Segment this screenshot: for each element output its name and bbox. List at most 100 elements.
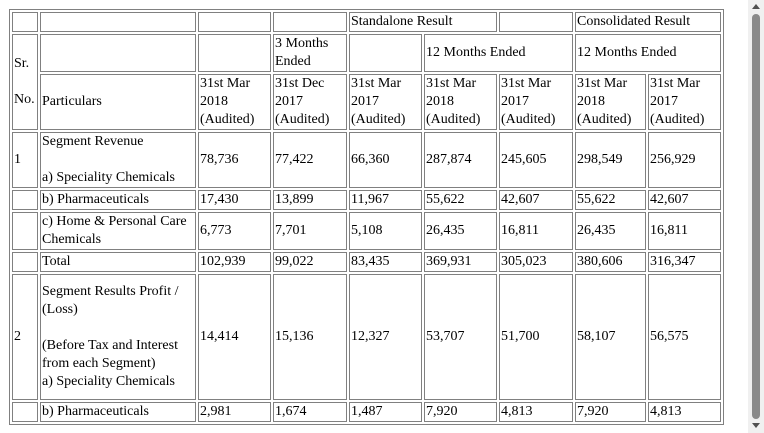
table-row: 2 Segment Results Profit / (Loss) (Befor… (12, 274, 721, 400)
value-cell: 102,939 (198, 252, 271, 272)
value-cell: 7,701 (273, 212, 347, 250)
table-row: c) Home & Personal Care Chemicals 6,773 … (12, 212, 721, 250)
value-cell: 78,736 (198, 132, 271, 188)
header-row-dates: Particulars 31st Mar 2018 (Audited) 31st … (12, 74, 721, 130)
column-date: 31st Mar 2018 (577, 76, 628, 109)
column-status: (Audited) (501, 112, 556, 127)
value-cell: 1,487 (349, 402, 422, 422)
arrow-up-icon (752, 4, 760, 9)
empty-cell (349, 34, 422, 72)
value-cell: 13,899 (273, 190, 347, 210)
value-cell: 245,605 (499, 132, 573, 188)
value-cell: 4,813 (499, 402, 573, 422)
particulars-header: Particulars (40, 74, 196, 130)
sr-no-header: Sr. No. (12, 34, 38, 130)
table-row: b) Pharmaceuticals 2,981 1,674 1,487 7,9… (12, 402, 721, 422)
column-status: (Audited) (200, 112, 255, 127)
no-label: No. (14, 92, 35, 107)
consolidated-result-header: Consolidated Result (575, 12, 721, 32)
empty-cell (40, 12, 196, 32)
value-cell: 16,811 (499, 212, 573, 250)
value-cell: 15,136 (273, 274, 347, 400)
value-cell: 26,435 (424, 212, 497, 250)
value-cell: 55,622 (575, 190, 646, 210)
value-cell: 51,700 (499, 274, 573, 400)
value-cell: 55,622 (424, 190, 497, 210)
value-cell: 316,347 (648, 252, 721, 272)
value-cell: 26,435 (575, 212, 646, 250)
row-label: a) Speciality Chemicals (42, 170, 175, 185)
value-cell: 2,981 (198, 402, 271, 422)
column-header: 31st Dec 2017 (Audited) (273, 74, 347, 130)
section-title: Segment Revenue (42, 134, 144, 149)
empty-cell (499, 12, 573, 32)
column-date: 31st Dec 2017 (275, 76, 325, 109)
value-cell: 77,422 (273, 132, 347, 188)
row-label: Total (40, 252, 196, 272)
value-cell: 58,107 (575, 274, 646, 400)
column-date: 31st Mar 2017 (501, 76, 552, 109)
value-cell: 66,360 (349, 132, 422, 188)
column-header: 31st Mar 2018 (Audited) (424, 74, 497, 130)
header-row-groups: Standalone Result Consolidated Result (12, 12, 721, 32)
table-row: 1 Segment Revenue a) Speciality Chemical… (12, 132, 721, 188)
column-date: 31st Mar 2018 (200, 76, 251, 109)
three-months-ended-header: 3 Months Ended (273, 34, 347, 72)
value-cell: 298,549 (575, 132, 646, 188)
value-cell: 12,327 (349, 274, 422, 400)
particulars-cell: Segment Revenue a) Speciality Chemicals (40, 132, 196, 188)
vertical-scrollbar[interactable] (748, 0, 764, 433)
value-cell: 14,414 (198, 274, 271, 400)
column-header: 31st Mar 2017 (Audited) (499, 74, 573, 130)
table-row: b) Pharmaceuticals 17,430 13,899 11,967 … (12, 190, 721, 210)
column-status: (Audited) (577, 112, 632, 127)
row-label: b) Pharmaceuticals (40, 190, 196, 210)
value-cell: 7,920 (575, 402, 646, 422)
empty-cell (273, 12, 347, 32)
row-label: a) Speciality Chemicals (42, 374, 175, 389)
table-row-total: Total 102,939 99,022 83,435 369,931 305,… (12, 252, 721, 272)
value-cell: 5,108 (349, 212, 422, 250)
twelve-months-ended-consolidated-header: 12 Months Ended (575, 34, 721, 72)
value-cell: 305,023 (499, 252, 573, 272)
column-header: 31st Mar 2018 (Audited) (198, 74, 271, 130)
twelve-months-ended-standalone-header: 12 Months Ended (424, 34, 573, 72)
value-cell: 99,022 (273, 252, 347, 272)
value-cell: 17,430 (198, 190, 271, 210)
column-status: (Audited) (351, 112, 406, 127)
value-cell: 6,773 (198, 212, 271, 250)
sr-label: Sr. (14, 56, 30, 71)
particulars-cell: Segment Results Profit / (Loss) (Before … (40, 274, 196, 400)
row-label: b) Pharmaceuticals (40, 402, 196, 422)
sr-number: 1 (12, 132, 38, 188)
empty-cell (40, 34, 196, 72)
column-date: 31st Mar 2018 (426, 76, 477, 109)
scroll-up-button[interactable] (748, 0, 764, 14)
scrollbar-thumb[interactable] (752, 14, 760, 419)
value-cell: 256,929 (648, 132, 721, 188)
sr-number: 2 (12, 274, 38, 400)
header-row-periods: Sr. No. 3 Months Ended 12 Months Ended 1… (12, 34, 721, 130)
column-header: 31st Mar 2018 (Audited) (575, 74, 646, 130)
value-cell: 83,435 (349, 252, 422, 272)
value-cell: 7,920 (424, 402, 497, 422)
column-status: (Audited) (275, 112, 330, 127)
scroll-down-button[interactable] (748, 419, 764, 433)
value-cell: 4,813 (648, 402, 721, 422)
column-status: (Audited) (426, 112, 481, 127)
column-status: (Audited) (650, 112, 705, 127)
section-note: (Before Tax and Interest from each Segme… (42, 338, 178, 371)
empty-cell (198, 34, 271, 72)
column-header: 31st Mar 2017 (Audited) (349, 74, 422, 130)
empty-cell (12, 12, 38, 32)
sr-number (12, 402, 38, 422)
value-cell: 1,674 (273, 402, 347, 422)
value-cell: 42,607 (499, 190, 573, 210)
sr-number (12, 190, 38, 210)
sr-number (12, 212, 38, 250)
value-cell: 287,874 (424, 132, 497, 188)
value-cell: 42,607 (648, 190, 721, 210)
value-cell: 369,931 (424, 252, 497, 272)
value-cell: 11,967 (349, 190, 422, 210)
row-label: c) Home & Personal Care Chemicals (40, 212, 196, 250)
